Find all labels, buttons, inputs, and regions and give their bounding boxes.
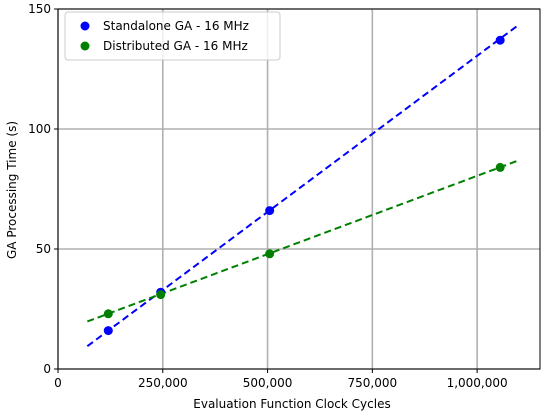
x-tick-label: 750,000: [348, 376, 398, 390]
legend-marker-standalone: [80, 21, 90, 31]
x-tick-label: 250,000: [138, 376, 188, 390]
plot-frame: [57, 8, 541, 370]
data-point-1: [495, 162, 505, 172]
trend-lines: [86, 23, 520, 348]
y-axis-title: GA Processing Time (s): [5, 121, 19, 259]
y-tick-label: 100: [28, 122, 51, 136]
legend-marker-distributed: [80, 41, 90, 51]
y-tick-label: 0: [43, 362, 51, 376]
y-tick-label: 150: [28, 2, 51, 16]
y-tick-label: 50: [36, 242, 51, 256]
data-point-1: [156, 290, 166, 300]
axis-ticks: 0 250,000 500,000 750,000 1,000,000 0 50 100 150: [28, 2, 508, 390]
data-point-0: [103, 326, 113, 336]
legend-label-distributed: Distributed GA - 16 MHz: [103, 39, 248, 53]
x-axis-title: Evaluation Function Clock Cycles: [193, 397, 390, 411]
x-tick-label: 0: [54, 376, 62, 390]
legend-label-standalone: Standalone GA - 16 MHz: [103, 19, 249, 33]
data-point-0: [265, 206, 275, 216]
data-point-1: [265, 249, 275, 259]
data-point-0: [495, 35, 505, 45]
legend: Standalone GA - 16 MHz Distributed GA - …: [64, 11, 281, 61]
x-tick-label: 1,000,000: [447, 376, 508, 390]
legend-box: [64, 11, 281, 61]
x-tick-label: 500,000: [243, 376, 293, 390]
data-points: [103, 35, 505, 336]
data-point-1: [103, 309, 113, 319]
